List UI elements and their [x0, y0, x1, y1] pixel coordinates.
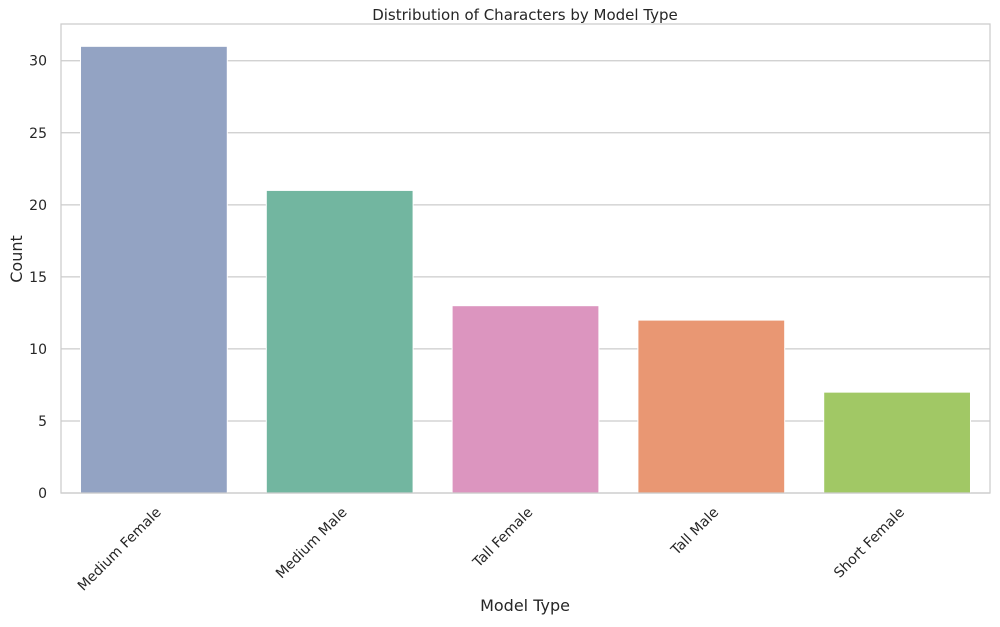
y-tick-label: 10 — [29, 342, 47, 358]
x-axis-title: Model Type — [480, 596, 570, 615]
y-tick-label: 25 — [29, 126, 47, 142]
bar — [451, 305, 600, 494]
y-tick-label: 20 — [29, 198, 47, 214]
chart-title: Distribution of Characters by Model Type — [372, 6, 678, 24]
x-tick-label: Medium Female — [75, 505, 165, 595]
x-tick-label: Short Female — [831, 505, 908, 582]
y-tick-labels: 0 5 10 15 20 25 30 — [29, 54, 47, 502]
y-tick-label: 0 — [38, 486, 47, 502]
bar — [265, 189, 414, 494]
x-tick-label: Medium Male — [273, 505, 350, 582]
y-tick-label: 30 — [29, 54, 47, 70]
x-tick-label: Tall Female — [469, 505, 536, 572]
bar — [637, 319, 786, 494]
x-tick-label: Tall Male — [668, 505, 723, 560]
x-tick-labels: Medium Female Medium Male Tall Female Tall … — [75, 505, 908, 595]
y-tick-label: 15 — [29, 270, 47, 286]
bar — [80, 45, 228, 494]
bar — [823, 391, 971, 494]
y-tick-label: 5 — [38, 414, 47, 430]
y-axis-title: Count — [7, 235, 26, 283]
plot-frame — [60, 23, 991, 494]
